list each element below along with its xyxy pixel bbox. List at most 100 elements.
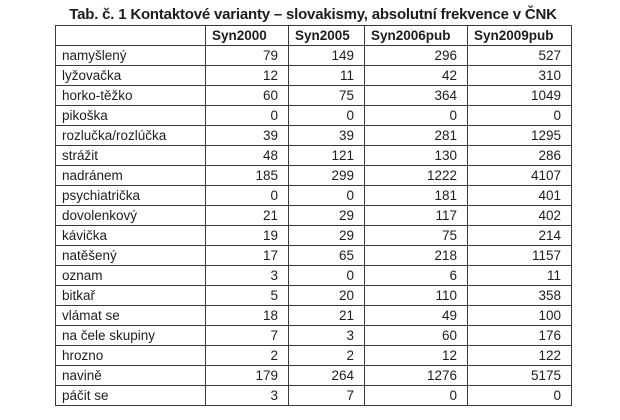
word-cell: horko-těžko	[55, 85, 206, 106]
word-cell: pikoška	[55, 105, 206, 126]
frequency-cell: 1049	[467, 85, 572, 106]
frequency-cell: 11	[288, 65, 365, 86]
frequency-cell: 60	[364, 325, 468, 346]
frequency-table: Syn2000 Syn2005 Syn2006pub Syn2009pub namyš…	[55, 25, 572, 406]
column-header-Syn2000: Syn2000	[205, 25, 289, 46]
frequency-cell: 39	[205, 125, 289, 146]
frequency-cell: 11	[467, 265, 572, 286]
word-cell: strážit	[55, 145, 206, 166]
frequency-cell: 49	[364, 305, 468, 326]
frequency-cell: 21	[288, 305, 365, 326]
frequency-cell: 39	[288, 125, 365, 146]
frequency-cell: 42	[364, 65, 468, 86]
frequency-cell: 117	[364, 205, 468, 226]
frequency-cell: 12	[364, 345, 468, 366]
frequency-cell: 3	[205, 385, 289, 406]
frequency-cell: 296	[364, 45, 468, 66]
word-cell: nadránem	[55, 165, 206, 186]
frequency-cell: 527	[467, 45, 572, 66]
frequency-cell: 12	[205, 65, 289, 86]
frequency-cell: 0	[205, 185, 289, 206]
table-row: strážit 48 121 130 286	[55, 145, 572, 166]
frequency-cell: 19	[205, 225, 289, 246]
table-row: pikoška 0 0 0 0	[55, 105, 572, 126]
word-cell: hrozno	[55, 345, 206, 366]
word-cell: vlámat se	[55, 305, 206, 326]
frequency-cell: 3	[205, 265, 289, 286]
frequency-cell: 264	[288, 365, 365, 386]
table-row: lyžovačka 12 11 42 310	[55, 65, 572, 86]
frequency-cell: 4107	[467, 165, 572, 186]
frequency-cell: 402	[467, 205, 572, 226]
frequency-cell: 185	[205, 165, 289, 186]
word-cell: na čele skupiny	[55, 325, 206, 346]
table-row: na čele skupiny 7 3 60 176	[55, 325, 572, 346]
frequency-cell: 1276	[364, 365, 468, 386]
frequency-cell: 110	[364, 285, 468, 306]
frequency-cell: 100	[467, 305, 572, 326]
word-cell: rozlučka/rozlúčka	[55, 125, 206, 146]
frequency-cell: 0	[288, 185, 365, 206]
column-header-Syn2005: Syn2005	[288, 25, 365, 46]
frequency-cell: 0	[288, 105, 365, 126]
table-row: horko-těžko 60 75 364 1049	[55, 85, 572, 106]
frequency-cell: 121	[288, 145, 365, 166]
frequency-cell: 364	[364, 85, 468, 106]
frequency-cell: 0	[364, 385, 468, 406]
table-row: navině 179 264 1276 5175	[55, 365, 572, 386]
table-row: bitkař 5 20 110 358	[55, 285, 572, 306]
word-cell: páčit se	[55, 385, 206, 406]
frequency-cell: 5	[205, 285, 289, 306]
frequency-cell: 7	[288, 385, 365, 406]
table-row: dovolenkový 21 29 117 402	[55, 205, 572, 226]
column-header-word	[55, 25, 206, 46]
frequency-cell: 218	[364, 245, 468, 266]
frequency-cell: 75	[364, 225, 468, 246]
header-row: Syn2000 Syn2005 Syn2006pub Syn2009pub	[55, 25, 572, 46]
column-header-Syn2006pub: Syn2006pub	[364, 25, 468, 46]
frequency-cell: 0	[288, 265, 365, 286]
column-header-Syn2009pub: Syn2009pub	[467, 25, 572, 46]
table-row: natěšený 17 65 218 1157	[55, 245, 572, 266]
frequency-cell: 214	[467, 225, 572, 246]
word-cell: oznam	[55, 265, 206, 286]
frequency-cell: 1222	[364, 165, 468, 186]
frequency-cell: 310	[467, 65, 572, 86]
frequency-cell: 281	[364, 125, 468, 146]
table-row: kávička 19 29 75 214	[55, 225, 572, 246]
table-caption: Tab. č. 1 Kontaktové varianty – slovakis…	[69, 6, 557, 23]
frequency-cell: 181	[364, 185, 468, 206]
frequency-cell: 29	[288, 205, 365, 226]
table-row: nadránem 185 299 1222 4107	[55, 165, 572, 186]
frequency-cell: 0	[364, 105, 468, 126]
frequency-cell: 29	[288, 225, 365, 246]
frequency-cell: 79	[205, 45, 289, 66]
frequency-cell: 17	[205, 245, 289, 266]
frequency-cell: 48	[205, 145, 289, 166]
frequency-cell: 5175	[467, 365, 572, 386]
word-cell: navině	[55, 365, 206, 386]
frequency-cell: 286	[467, 145, 572, 166]
frequency-cell: 122	[467, 345, 572, 366]
frequency-cell: 7	[205, 325, 289, 346]
frequency-cell: 75	[288, 85, 365, 106]
table-row: psychiatrička 0 0 181 401	[55, 185, 572, 206]
word-cell: bitkař	[55, 285, 206, 306]
table-row: rozlučka/rozlúčka 39 39 281 1295	[55, 125, 572, 146]
table-row: páčit se 3 7 0 0	[55, 385, 572, 406]
frequency-cell: 18	[205, 305, 289, 326]
frequency-cell: 299	[288, 165, 365, 186]
word-cell: psychiatrička	[55, 185, 206, 206]
word-cell: kávička	[55, 225, 206, 246]
table-row: hrozno 2 2 12 122	[55, 345, 572, 366]
frequency-cell: 149	[288, 45, 365, 66]
frequency-cell: 358	[467, 285, 572, 306]
frequency-cell: 3	[288, 325, 365, 346]
frequency-cell: 60	[205, 85, 289, 106]
word-cell: namyšlený	[55, 45, 206, 66]
frequency-cell: 401	[467, 185, 572, 206]
frequency-cell: 2	[205, 345, 289, 366]
frequency-cell: 0	[467, 105, 572, 126]
frequency-cell: 1157	[467, 245, 572, 266]
